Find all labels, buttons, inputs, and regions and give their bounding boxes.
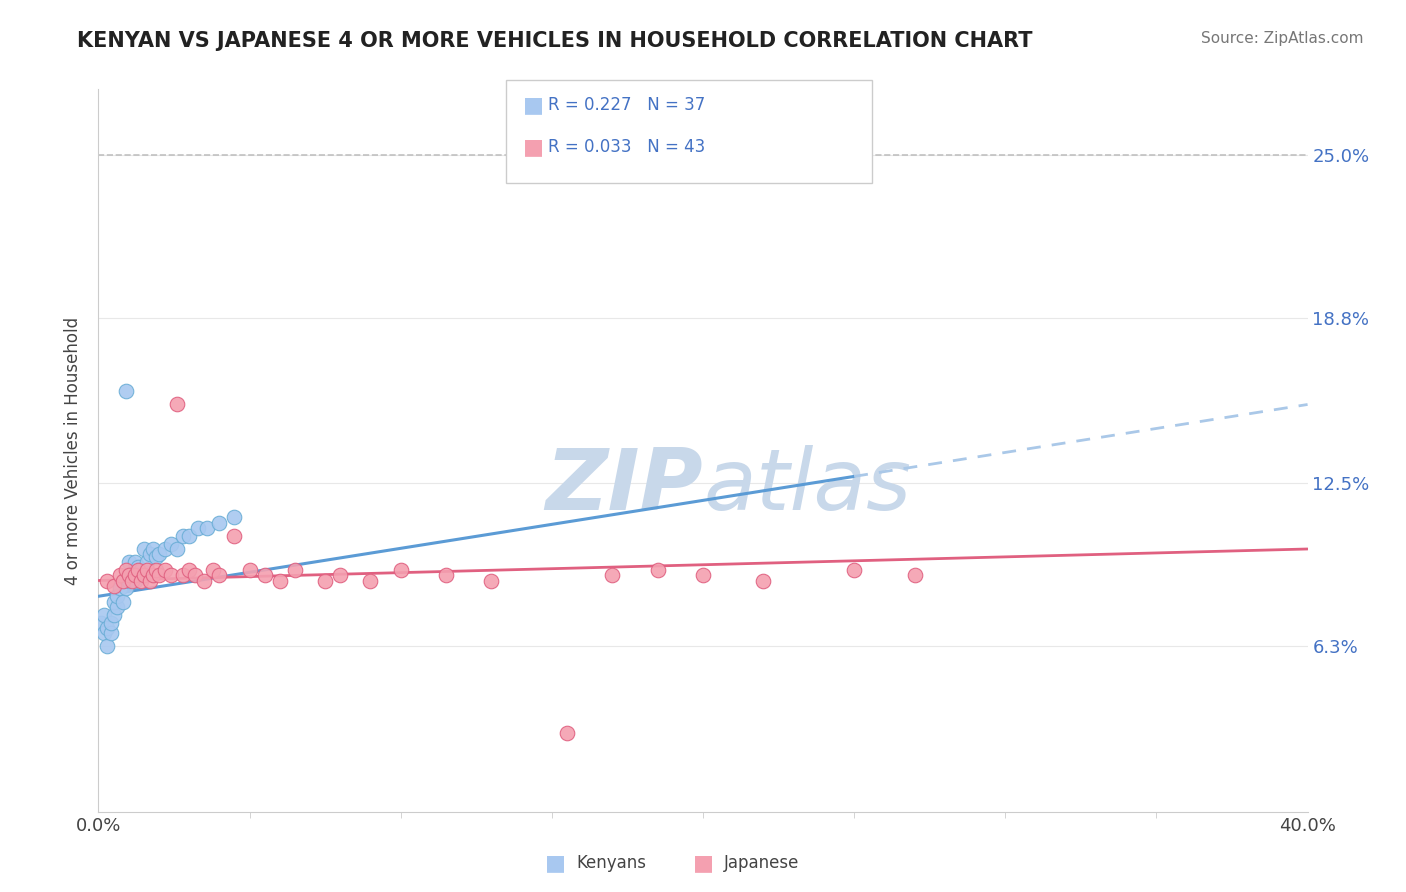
Point [153, 541, 176, 556]
Text: ZIP: ZIP [546, 445, 703, 528]
Y-axis label: 4 or more Vehicles in Household: 4 or more Vehicles in Household [65, 317, 83, 584]
Point [179, 563, 201, 577]
Point [121, 568, 143, 582]
Point [103, 594, 125, 608]
Point [108, 582, 131, 596]
Point [187, 521, 209, 535]
Point [166, 397, 188, 411]
Point [389, 563, 412, 577]
Point [208, 516, 231, 530]
Text: ■: ■ [546, 854, 565, 873]
Point [132, 541, 155, 556]
Point [90, 615, 112, 630]
Point [360, 574, 382, 588]
Point [692, 568, 714, 582]
Point [184, 568, 207, 582]
Point [224, 510, 246, 524]
Point [114, 563, 136, 577]
Point [111, 594, 134, 608]
Point [93, 626, 115, 640]
Point [329, 568, 352, 582]
Point [142, 541, 165, 556]
Point [132, 568, 155, 582]
Point [96, 574, 118, 588]
Point [160, 537, 183, 551]
Text: R = 0.033   N = 43: R = 0.033 N = 43 [548, 138, 706, 156]
Text: Source: ZipAtlas.com: Source: ZipAtlas.com [1201, 31, 1364, 46]
Point [129, 563, 152, 577]
Point [172, 568, 194, 582]
Point [124, 574, 146, 588]
Point [904, 568, 927, 582]
Point [269, 574, 291, 588]
Point [121, 574, 143, 588]
Text: KENYAN VS JAPANESE 4 OR MORE VEHICLES IN HOUSEHOLD CORRELATION CHART: KENYAN VS JAPANESE 4 OR MORE VEHICLES IN… [77, 31, 1033, 51]
Point [314, 574, 336, 588]
Point [105, 589, 128, 603]
Point [127, 563, 149, 577]
Point [647, 563, 669, 577]
Point [253, 568, 276, 582]
Point [135, 555, 157, 569]
Point [224, 529, 246, 543]
Point [148, 547, 170, 561]
Point [127, 560, 149, 574]
Point [193, 574, 215, 588]
Point [103, 607, 125, 622]
Point [844, 563, 866, 577]
Point [103, 579, 125, 593]
Point [148, 568, 170, 582]
Point [100, 615, 122, 630]
Point [284, 563, 307, 577]
Point [172, 529, 194, 543]
Point [481, 574, 503, 588]
Point [93, 607, 115, 622]
Point [239, 563, 262, 577]
Point [555, 726, 578, 740]
Point [124, 555, 146, 569]
Point [108, 568, 131, 582]
Text: ■: ■ [693, 854, 713, 873]
Point [129, 574, 152, 588]
Point [145, 563, 167, 577]
Point [139, 574, 162, 588]
Point [105, 599, 128, 614]
Point [114, 384, 136, 399]
Text: R = 0.227   N = 37: R = 0.227 N = 37 [548, 96, 706, 114]
Point [434, 568, 457, 582]
Text: ■: ■ [523, 137, 544, 157]
Point [96, 639, 118, 653]
Point [752, 574, 775, 588]
Text: Kenyans: Kenyans [576, 855, 647, 872]
Text: atlas: atlas [703, 445, 911, 528]
Point [139, 547, 162, 561]
Point [179, 529, 201, 543]
Point [202, 563, 225, 577]
Text: Japanese: Japanese [724, 855, 800, 872]
Point [166, 541, 188, 556]
Text: ■: ■ [523, 95, 544, 115]
Point [118, 574, 141, 588]
Point [111, 574, 134, 588]
Point [118, 568, 141, 582]
Point [114, 582, 136, 596]
Point [160, 568, 183, 582]
Point [135, 563, 157, 577]
Point [96, 621, 118, 635]
Point [100, 626, 122, 640]
Point [142, 568, 165, 582]
Point [153, 563, 176, 577]
Point [124, 568, 146, 582]
Point [602, 568, 624, 582]
Point [118, 555, 141, 569]
Point [208, 568, 231, 582]
Point [145, 549, 167, 564]
Point [195, 521, 218, 535]
